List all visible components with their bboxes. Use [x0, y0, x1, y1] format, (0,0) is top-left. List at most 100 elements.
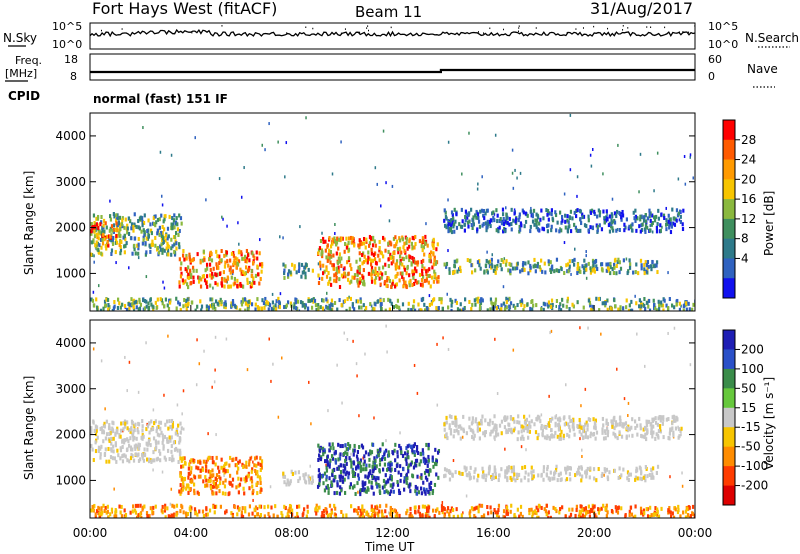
scatter-echo — [667, 271, 669, 275]
range-echo — [105, 459, 108, 464]
range-echo — [257, 308, 260, 311]
range-echo — [444, 433, 448, 438]
range-echo — [490, 257, 493, 262]
range-echo — [484, 430, 487, 435]
scatter-echo — [221, 215, 223, 219]
scatter-echo — [93, 260, 95, 264]
range-echo — [625, 425, 629, 430]
range-echo — [211, 468, 214, 473]
range-echo — [199, 284, 203, 289]
range-echo — [412, 465, 416, 470]
range-echo — [255, 455, 258, 460]
range-echo — [205, 308, 209, 311]
range-echo — [188, 257, 192, 262]
scatter-echo — [530, 206, 532, 210]
range-echo — [333, 273, 336, 278]
range-echo — [443, 467, 447, 472]
range-echo — [341, 274, 345, 279]
range-echo — [115, 509, 118, 514]
range-echo — [684, 515, 688, 518]
range-echo — [138, 443, 141, 448]
scatter-echo — [616, 367, 618, 371]
range-echo — [174, 230, 178, 235]
range-echo — [421, 272, 424, 277]
range-echo — [480, 297, 483, 302]
range-echo — [474, 213, 477, 218]
range-echo — [93, 234, 97, 239]
range-echo — [378, 276, 381, 281]
range-echo — [581, 264, 584, 269]
range-echo — [449, 428, 453, 433]
range-echo — [329, 512, 332, 517]
range-echo — [540, 472, 543, 477]
range-echo — [598, 223, 601, 228]
range-echo — [389, 240, 392, 245]
range-echo — [583, 223, 587, 228]
x-tick-label: 20:00 — [577, 526, 612, 540]
range-echo — [178, 242, 181, 247]
range-echo — [372, 253, 376, 258]
range-echo — [584, 506, 588, 511]
range-echo — [529, 229, 532, 234]
range-echo — [241, 299, 245, 304]
range-echo — [512, 303, 515, 308]
range-echo — [185, 483, 189, 488]
range-echo — [195, 268, 198, 273]
range-echo — [337, 265, 340, 270]
range-echo — [387, 297, 390, 302]
range-echo — [449, 297, 452, 302]
range-echo — [527, 428, 530, 433]
scatter-echo — [331, 172, 334, 176]
range-echo — [132, 224, 135, 229]
range-echo — [412, 281, 416, 286]
range-echo — [381, 455, 384, 460]
range-echo — [251, 484, 254, 489]
scatter-echo — [309, 464, 312, 468]
range-echo — [419, 486, 423, 491]
range-echo — [655, 214, 658, 219]
range-echo — [104, 221, 107, 226]
range-echo — [250, 274, 254, 279]
range-echo — [405, 461, 408, 466]
range-echo — [411, 269, 414, 274]
velocity-ylabel: Slant Range [km] — [22, 376, 36, 480]
range-echo — [479, 209, 482, 214]
range-echo — [380, 251, 383, 256]
range-echo — [662, 308, 665, 311]
range-echo — [127, 301, 130, 306]
range-echo — [214, 462, 217, 467]
range-echo — [304, 305, 307, 310]
range-echo — [566, 432, 569, 437]
range-echo — [228, 463, 231, 468]
range-echo — [613, 415, 616, 420]
range-echo — [307, 477, 311, 482]
range-echo — [500, 419, 504, 424]
colorbar-tick-label: -15 — [741, 420, 761, 434]
range-echo — [202, 513, 206, 518]
range-echo — [319, 305, 322, 310]
range-echo — [168, 300, 172, 305]
range-echo — [218, 254, 221, 259]
scatter-echo — [602, 172, 604, 176]
range-echo — [652, 430, 655, 435]
range-echo — [444, 473, 447, 478]
range-echo — [512, 417, 515, 422]
range-echo — [374, 243, 377, 248]
range-echo — [341, 479, 344, 484]
range-echo — [475, 209, 478, 214]
range-echo — [125, 241, 128, 246]
range-echo — [488, 264, 491, 269]
range-echo — [287, 514, 290, 518]
range-echo — [359, 492, 362, 497]
range-echo — [643, 215, 646, 220]
range-echo — [241, 462, 244, 467]
scatter-echo — [611, 197, 614, 201]
range-echo — [275, 299, 278, 304]
range-echo — [198, 509, 201, 514]
range-echo — [224, 278, 228, 283]
range-echo — [90, 240, 94, 245]
range-echo — [240, 513, 243, 518]
range-echo — [506, 221, 509, 226]
range-echo — [446, 436, 449, 441]
